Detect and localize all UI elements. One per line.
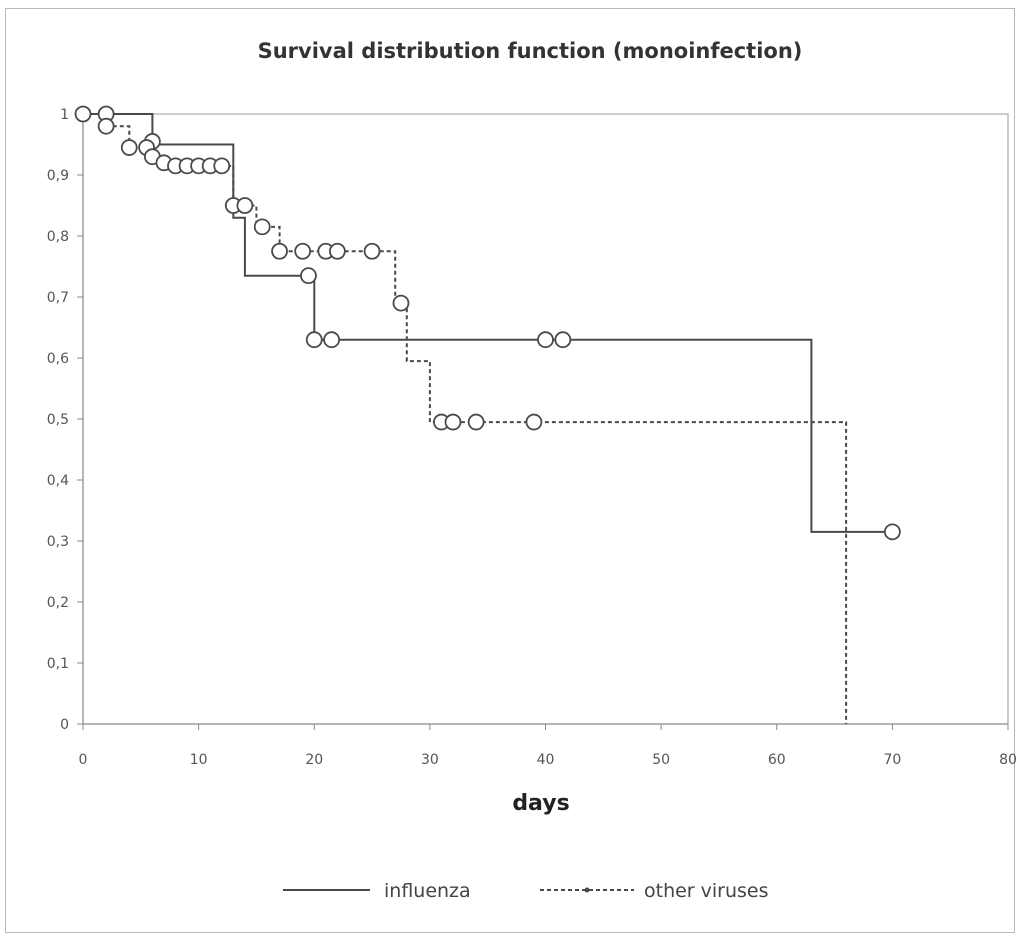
censor-marker-other-viruses — [328, 242, 346, 260]
y-tick-label: 0,2 — [47, 595, 69, 611]
censor-marker-other-viruses — [74, 105, 92, 123]
y-tick-label: 0,4 — [47, 473, 69, 489]
x-tick-label: 10 — [190, 752, 208, 768]
x-tick-label: 30 — [421, 752, 439, 768]
censor-marker-other-viruses — [213, 157, 231, 175]
censor-marker-other-viruses — [120, 139, 138, 156]
legend-marker-other-viruses — [584, 887, 590, 893]
y-tick-label: 0,9 — [47, 168, 69, 184]
x-tick-label: 40 — [537, 752, 555, 768]
censor-marker-other-viruses — [467, 413, 485, 431]
censor-marker-influenza — [305, 331, 323, 349]
series-line-other-viruses — [83, 113, 848, 724]
censor-marker-other-viruses — [363, 242, 381, 260]
x-tick-label: 0 — [79, 752, 88, 768]
x-tick-label: 60 — [768, 752, 786, 768]
censor-marker-other-viruses — [236, 197, 254, 214]
y-tick-label: 0,8 — [47, 229, 69, 245]
y-tick-label: 1 — [60, 107, 69, 123]
y-tick-label: 0,1 — [47, 656, 69, 672]
censor-marker-influenza — [554, 331, 572, 349]
censor-marker-influenza — [537, 331, 554, 349]
censor-marker-influenza — [323, 331, 340, 349]
y-tick-label: 0 — [60, 717, 69, 733]
censor-marker-other-viruses — [97, 117, 115, 135]
y-tick-label: 0,3 — [47, 534, 69, 550]
censor-marker-other-viruses — [294, 242, 312, 260]
x-tick-label: 50 — [652, 752, 670, 768]
censor-marker-other-viruses — [525, 413, 543, 431]
x-tick-label: 20 — [305, 752, 323, 768]
plot-area: 00,10,20,30,40,50,60,70,80,910 10 20 30 40 50… — [47, 105, 1017, 768]
x-tick-label: 80 — [999, 752, 1017, 768]
legend-label-other-viruses: other viruses — [644, 880, 769, 902]
legend-label-influenza: influenza — [384, 880, 471, 902]
plot-border — [82, 113, 1009, 725]
series-line-influenza — [83, 113, 893, 533]
chart-title: Survival distribution function (monoinfe… — [258, 39, 803, 63]
y-tick-label: 0,5 — [47, 412, 69, 428]
legend: influenza other viruses — [283, 880, 769, 902]
censor-marker-other-viruses — [444, 413, 462, 431]
x-axis-label: days — [512, 791, 569, 816]
censor-marker-influenza — [883, 523, 901, 541]
x-tick-label: 70 — [883, 752, 901, 768]
censor-marker-other-viruses — [392, 294, 410, 312]
censor-marker-other-viruses — [271, 242, 288, 260]
y-tick-label: 0,7 — [47, 290, 69, 306]
censor-marker-other-viruses — [253, 218, 271, 236]
y-tick-label: 0,6 — [47, 351, 69, 367]
censor-marker-influenza — [300, 267, 317, 285]
